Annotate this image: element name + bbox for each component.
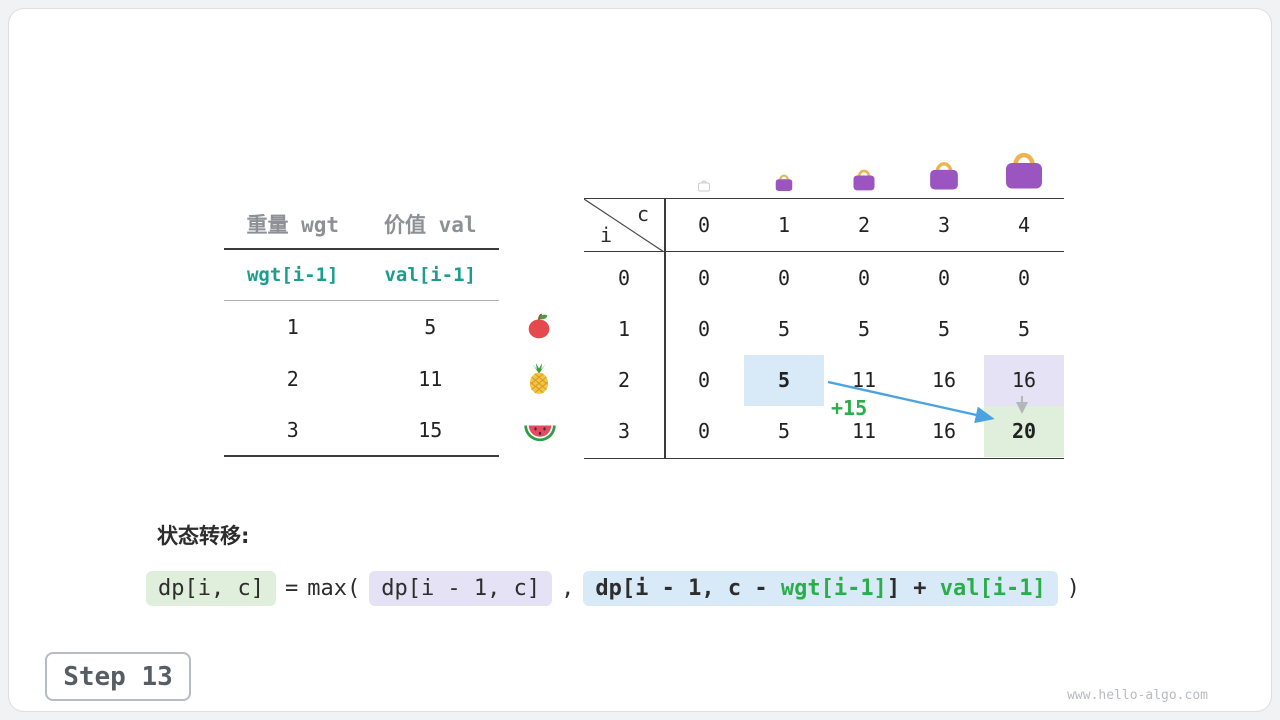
formula-equals: = — [284, 576, 299, 601]
item-value: 11 — [418, 367, 443, 391]
dp-table-vertical-divider — [664, 199, 666, 458]
dp-table: c i 0 1 2 3 4 0 0 0 0 0 0 1 0 5 5 5 5 2 — [584, 198, 1064, 459]
dp-col-header: 3 — [937, 213, 951, 237]
dp-cell: 11 — [851, 419, 877, 444]
dp-cell: 16 — [931, 419, 957, 444]
arg2-prefix: dp[i - 1, c - — [595, 576, 781, 601]
dp-cell: 5 — [937, 316, 951, 341]
weight-column-header: 重量 wgt — [246, 212, 340, 237]
formula-arg2-chip: dp[i - 1, c - wgt[i-1]] + val[i-1] — [583, 571, 1058, 606]
arg2-val-term: val[i-1] — [939, 576, 1046, 601]
dp-cell-source-highlight: 5 — [744, 354, 824, 406]
dp-cell: 0 — [697, 368, 711, 393]
items-table-subheader: wgt[i-1] val[i-1] — [224, 250, 499, 301]
dp-cell-result-highlight: 20 — [984, 405, 1064, 457]
transition-formula: dp[i, c] = max( dp[i - 1, c] , dp[i - 1,… — [146, 571, 1080, 606]
item-weight: 2 — [286, 367, 299, 391]
formula-close-paren: ) — [1066, 576, 1081, 601]
dp-cell: 0 — [937, 265, 951, 290]
watermark: www.hello-algo.com — [1067, 688, 1208, 703]
dp-row-label: 0 — [617, 265, 631, 290]
dp-cell: 0 — [697, 316, 711, 341]
dp-col-header: 2 — [857, 213, 871, 237]
items-table-header: 重量 wgt 价值 val — [224, 199, 499, 250]
dp-col-header: 1 — [777, 213, 791, 237]
pineapple-icon — [522, 362, 556, 396]
dp-cell-above-highlight: 16 — [984, 354, 1064, 406]
formula-lhs-chip: dp[i, c] — [146, 571, 276, 606]
value-column-header: 价值 val — [383, 212, 477, 237]
item-row: 1 5 — [224, 301, 499, 353]
val-formula-label: val[i-1] — [384, 264, 476, 286]
dp-row: 1 0 5 5 5 5 — [584, 303, 1064, 354]
bag-icon-capacity-4 — [1000, 145, 1048, 193]
dp-cell: 5 — [777, 316, 791, 341]
apple-icon — [524, 311, 554, 341]
dp-cell: 0 — [1017, 265, 1031, 290]
item-weight: 1 — [286, 315, 299, 339]
dp-cell: 0 — [697, 265, 711, 290]
item-weight: 3 — [286, 418, 299, 442]
corner-diagonal-line — [584, 199, 664, 252]
row-var-label: i — [600, 223, 613, 247]
capacity-bags — [584, 139, 1064, 193]
item-row: 3 15 — [224, 405, 499, 457]
dp-row: 2 0 5 11 16 16 — [584, 354, 1064, 406]
formula-max-open: max( — [307, 576, 361, 601]
bag-icon-capacity-3 — [926, 156, 963, 193]
dp-cell: 0 — [777, 265, 791, 290]
dp-row-label: 1 — [617, 316, 631, 341]
bag-icon-capacity-0 — [696, 177, 712, 193]
bag-icon-capacity-1 — [773, 171, 795, 193]
dp-corner-cell: c i — [584, 199, 664, 252]
dp-table-header-row: c i 0 1 2 3 4 — [584, 199, 1064, 252]
items-table: 重量 wgt 价值 val wgt[i-1] val[i-1] 1 5 2 11… — [224, 199, 499, 457]
dp-cell: 5 — [777, 419, 791, 444]
wgt-formula-label: wgt[i-1] — [246, 264, 339, 286]
arg2-mid: ] + — [886, 576, 940, 601]
dp-row: 3 0 5 11 16 20 — [584, 405, 1064, 457]
item-value: 15 — [418, 418, 443, 442]
dp-cell: 0 — [697, 419, 711, 444]
dp-col-header: 4 — [1017, 213, 1031, 237]
bag-icon-capacity-2 — [850, 165, 878, 193]
dp-row-label: 3 — [617, 419, 631, 444]
formula-comma: , — [561, 576, 575, 601]
watermelon-icon — [522, 412, 558, 448]
col-var-label: c — [636, 202, 649, 226]
plus-value-label: +15 — [831, 396, 868, 420]
dp-col-header: 0 — [697, 213, 711, 237]
arg2-wgt-term: wgt[i-1] — [780, 576, 887, 601]
dp-cell: 16 — [931, 368, 957, 393]
canvas-card: 重量 wgt 价值 val wgt[i-1] val[i-1] 1 5 2 11… — [8, 8, 1272, 712]
dp-cell: 0 — [857, 265, 871, 290]
dp-row: 0 0 0 0 0 0 — [584, 252, 1064, 303]
item-value: 5 — [424, 315, 437, 339]
dp-cell: 5 — [857, 316, 871, 341]
transition-caption: 状态转移: — [157, 524, 250, 548]
formula-arg1-chip: dp[i - 1, c] — [369, 571, 553, 606]
step-badge: Step 13 — [45, 652, 191, 701]
item-row: 2 11 — [224, 353, 499, 405]
dp-cell: 5 — [1017, 316, 1031, 341]
dp-row-label: 2 — [617, 368, 631, 393]
